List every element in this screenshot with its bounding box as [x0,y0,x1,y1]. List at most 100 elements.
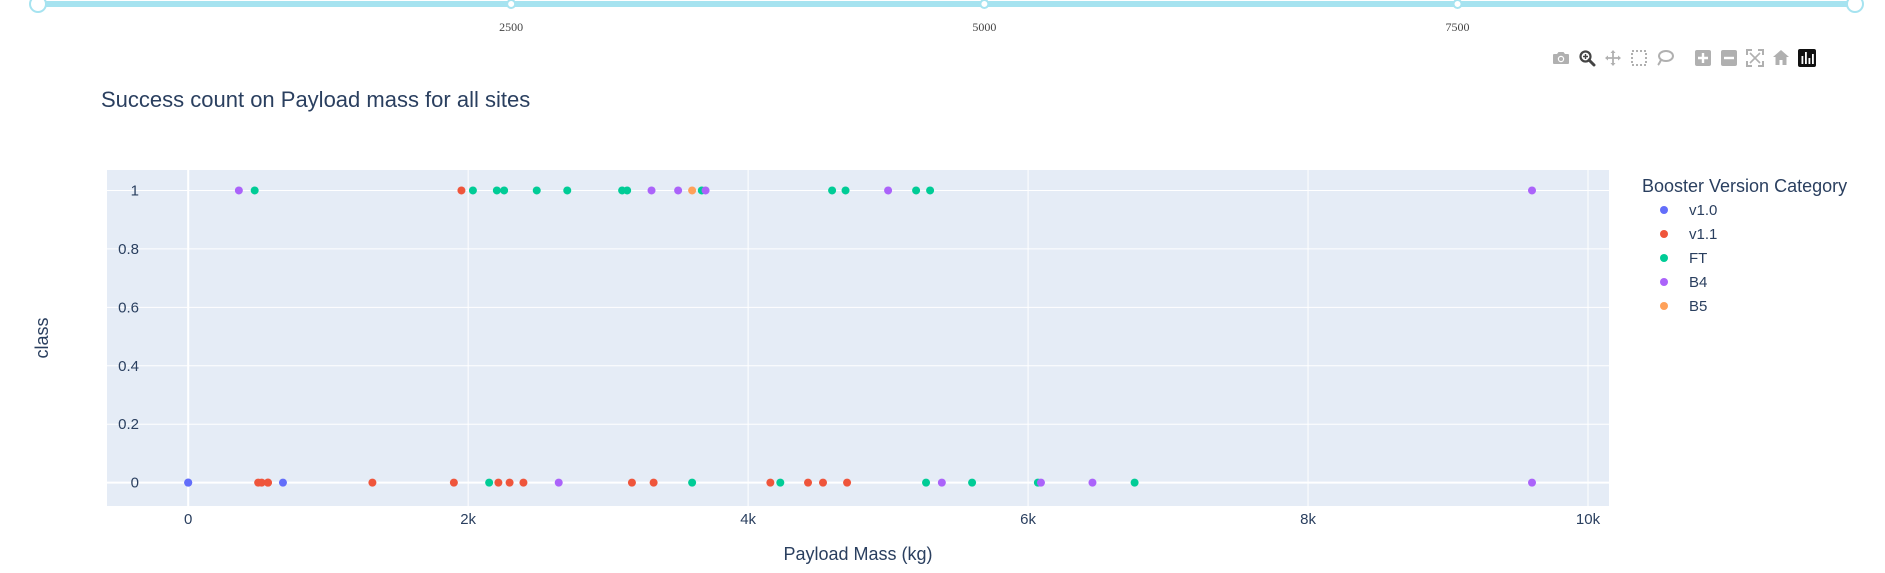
data-point[interactable] [841,186,850,195]
data-point[interactable] [457,186,466,195]
legend-item[interactable]: FT [1660,250,1707,267]
data-point[interactable] [819,478,828,487]
slider-tick-mark [1452,0,1463,9]
zoom-in-icon[interactable] [1690,46,1716,70]
chart-title: Success count on Payload mass for all si… [101,87,530,112]
data-point[interactable] [1528,478,1537,487]
legend: Booster Version Category v1.0 v1.1 FT B4 B5 [1642,176,1847,315]
data-point[interactable] [563,186,572,195]
x-tick-label: 0 [184,511,192,528]
plot-background[interactable] [107,170,1609,506]
data-point[interactable] [688,478,697,487]
x-tick-label: 2k [460,511,476,528]
data-point[interactable] [449,478,458,487]
data-point[interactable] [485,478,494,487]
x-tick-label: 4k [740,511,756,528]
data-point[interactable] [701,186,710,195]
series-B4 [234,186,1537,487]
data-point[interactable] [1130,478,1139,487]
data-point[interactable] [674,186,683,195]
slider-max-handle[interactable] [1846,0,1864,13]
legend-marker [1660,206,1668,214]
legend-item[interactable]: v1.1 [1660,226,1717,243]
zoom-out-icon[interactable] [1716,46,1742,70]
legend-marker [1660,230,1668,238]
y-tick-label: 0.4 [118,358,139,375]
autoscale-icon[interactable] [1742,46,1768,70]
data-point[interactable] [250,186,259,195]
legend-item[interactable]: B4 [1660,274,1707,291]
plotly-logo-icon[interactable] [1794,46,1820,70]
y-tick-label: 0.2 [118,416,139,433]
data-point[interactable] [505,478,514,487]
zoom-icon[interactable] [1574,46,1600,70]
data-point[interactable] [532,186,541,195]
data-point[interactable] [926,186,935,195]
camera-icon[interactable] [1548,46,1574,70]
series-v1-1 [254,186,852,487]
data-point[interactable] [492,186,501,195]
x-tick-label: 8k [1300,511,1316,528]
box-select-icon[interactable] [1626,46,1652,70]
slider-tick-label: 5000 [972,20,996,34]
legend-marker [1660,302,1668,310]
data-point[interactable] [1088,478,1097,487]
data-point[interactable] [647,186,656,195]
legend-marker [1660,278,1668,286]
slider-tick-label: 7500 [1446,20,1470,34]
data-point[interactable] [627,478,636,487]
x-tick-label: 10k [1576,511,1601,528]
data-point[interactable] [1036,478,1045,487]
data-point[interactable] [519,478,528,487]
data-point[interactable] [184,478,193,487]
data-point[interactable] [922,478,931,487]
data-point[interactable] [937,478,946,487]
data-point[interactable] [649,478,658,487]
legend-item[interactable]: B5 [1660,298,1707,315]
y-tick-label: 0 [131,475,139,492]
legend-label: B4 [1689,274,1707,291]
legend-item[interactable]: v1.0 [1660,202,1717,219]
legend-label: v1.0 [1689,202,1717,219]
data-point[interactable] [554,478,563,487]
slider-tick-mark [506,0,517,9]
y-tick-label: 1 [131,182,139,199]
data-point[interactable] [968,478,977,487]
pan-icon[interactable] [1600,46,1626,70]
y-tick-label: 0.6 [118,299,139,316]
legend-marker [1660,254,1668,262]
payload-range-slider[interactable]: 2500 5000 7500 [0,0,1885,36]
modebar [1548,46,1820,70]
data-point[interactable] [884,186,893,195]
slider-min-handle[interactable] [29,0,47,13]
y-axis-title: class [32,317,52,358]
data-point[interactable] [257,478,266,487]
legend-title: Booster Version Category [1642,176,1847,196]
legend-label: v1.1 [1689,226,1717,243]
legend-label: B5 [1689,298,1707,315]
data-point[interactable] [468,186,477,195]
data-point[interactable] [278,478,287,487]
reset-axes-icon[interactable] [1768,46,1794,70]
data-point[interactable] [494,478,503,487]
data-point[interactable] [1528,186,1537,195]
data-point[interactable] [766,478,775,487]
data-point[interactable] [804,478,813,487]
data-point[interactable] [688,186,697,195]
data-point[interactable] [623,186,632,195]
data-point[interactable] [912,186,921,195]
legend-label: FT [1689,250,1707,267]
data-point[interactable] [263,478,272,487]
data-point[interactable] [500,186,509,195]
x-tick-label: 6k [1020,511,1036,528]
data-point[interactable] [828,186,837,195]
lasso-select-icon[interactable] [1652,46,1678,70]
data-point[interactable] [234,186,243,195]
data-point[interactable] [843,478,852,487]
slider-tick-label: 2500 [499,20,523,34]
data-point[interactable] [776,478,785,487]
slider-tick-mark [979,0,990,9]
y-tick-label: 0.8 [118,241,139,258]
data-point[interactable] [368,478,377,487]
